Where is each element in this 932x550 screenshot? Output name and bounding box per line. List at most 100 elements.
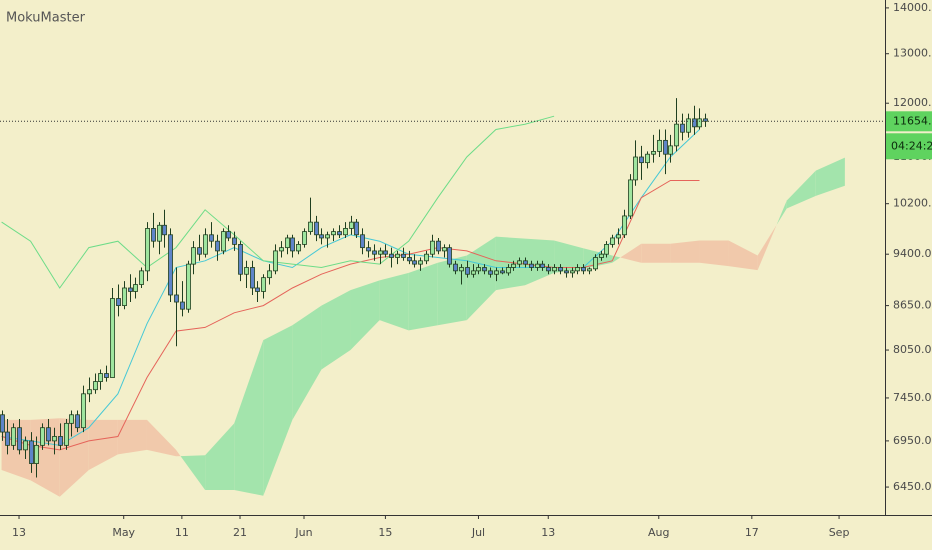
candle-body bbox=[628, 179, 633, 217]
cloud-segment bbox=[641, 243, 671, 263]
candle-body bbox=[314, 221, 319, 236]
candle-body bbox=[552, 267, 557, 272]
candle-body bbox=[482, 267, 487, 272]
candle-body bbox=[331, 231, 336, 236]
candle-body bbox=[506, 267, 511, 274]
candle-body bbox=[523, 260, 528, 265]
candle-body bbox=[645, 153, 650, 164]
candle-body bbox=[337, 231, 342, 236]
candle-body bbox=[476, 267, 481, 272]
candle-body bbox=[308, 221, 313, 232]
candle-body bbox=[75, 414, 80, 429]
candle-body bbox=[616, 234, 621, 239]
candle-body bbox=[343, 228, 348, 236]
plot-area bbox=[0, 98, 845, 497]
candle-body bbox=[546, 267, 551, 272]
candle-body bbox=[302, 231, 307, 245]
candle-body bbox=[459, 267, 464, 272]
y-tick-label: 7450.0 bbox=[893, 391, 932, 404]
candle-body bbox=[69, 414, 74, 424]
cloud-segment bbox=[146, 419, 177, 457]
candle-body bbox=[174, 294, 179, 303]
cloud-segment bbox=[350, 280, 380, 351]
candle-body bbox=[81, 393, 86, 429]
candle-body bbox=[657, 139, 662, 152]
candle-body bbox=[663, 139, 668, 155]
y-tick-label: 13000.0 bbox=[893, 47, 932, 60]
candle-body bbox=[529, 263, 534, 268]
candle-body bbox=[378, 250, 383, 255]
candle-body bbox=[447, 247, 452, 265]
candle-body bbox=[191, 247, 196, 265]
cloud-segment bbox=[292, 305, 322, 420]
candle-body bbox=[221, 231, 226, 252]
y-tick-label: 10200.0 bbox=[893, 197, 932, 210]
candle-body bbox=[34, 444, 39, 464]
candle-body bbox=[349, 221, 354, 229]
candle-body bbox=[471, 270, 476, 275]
cloud-segment bbox=[728, 240, 758, 271]
x-tick-label: 13 bbox=[12, 526, 26, 539]
candle-body bbox=[209, 234, 214, 242]
candle-body bbox=[197, 247, 202, 255]
candle-body bbox=[564, 270, 569, 274]
candle-body bbox=[570, 270, 575, 274]
candle-body bbox=[651, 151, 656, 155]
candle-body bbox=[692, 118, 697, 128]
cloud-segment bbox=[670, 240, 700, 263]
candle-body bbox=[418, 260, 423, 265]
candle-body bbox=[151, 228, 156, 242]
cloud-segment bbox=[786, 170, 816, 209]
candle-body bbox=[290, 237, 295, 252]
y-tick-label: 12000.0 bbox=[893, 96, 932, 109]
cloud-segment bbox=[117, 419, 147, 455]
candle-body bbox=[157, 224, 162, 242]
candle-body bbox=[686, 118, 691, 133]
candle-body bbox=[511, 263, 516, 268]
candle-body bbox=[98, 373, 103, 382]
cloud-segment bbox=[466, 236, 496, 321]
cloud-segment bbox=[699, 240, 729, 267]
last-price-box bbox=[886, 111, 932, 132]
countdown-box bbox=[886, 133, 932, 160]
candle-body bbox=[139, 270, 144, 285]
candle-body bbox=[389, 253, 394, 258]
candle-body bbox=[29, 440, 34, 464]
candle-body bbox=[587, 268, 592, 272]
x-tick-label: Aug bbox=[648, 526, 669, 539]
candle-body bbox=[412, 260, 417, 265]
candle-body bbox=[366, 247, 371, 252]
candle-body bbox=[46, 427, 51, 442]
cloud-segment bbox=[205, 423, 235, 490]
candle-body bbox=[244, 267, 249, 275]
candle-body bbox=[180, 301, 185, 310]
last-price-label: 11654.0 bbox=[893, 114, 932, 127]
chart-title: MokuMaster bbox=[6, 11, 86, 26]
candle-body bbox=[128, 287, 133, 292]
cloud-segment bbox=[776, 200, 787, 225]
candle-body bbox=[407, 257, 412, 262]
cloud-segment bbox=[495, 236, 525, 291]
candle-body bbox=[285, 237, 290, 249]
cloud-segment bbox=[180, 455, 206, 490]
y-tick-label: 6450.0 bbox=[893, 480, 932, 493]
candle-body bbox=[442, 247, 447, 252]
candle-body bbox=[255, 287, 260, 292]
candle-body bbox=[436, 240, 441, 252]
candle-body bbox=[273, 250, 278, 272]
candle-body bbox=[575, 267, 580, 272]
cloud-segment bbox=[88, 419, 118, 471]
y-tick-label: 8650.0 bbox=[893, 299, 932, 312]
cloud-segment bbox=[620, 243, 642, 263]
candle-body bbox=[5, 431, 10, 446]
candle-body bbox=[401, 253, 406, 258]
candle-body bbox=[372, 250, 377, 255]
candle-body bbox=[633, 156, 638, 181]
candle-body bbox=[639, 156, 644, 164]
cloud-segment bbox=[524, 238, 555, 286]
candle-body bbox=[319, 234, 324, 239]
x-tick-label: Jun bbox=[294, 526, 312, 539]
candle-body bbox=[465, 267, 470, 275]
candle-body bbox=[40, 427, 45, 446]
